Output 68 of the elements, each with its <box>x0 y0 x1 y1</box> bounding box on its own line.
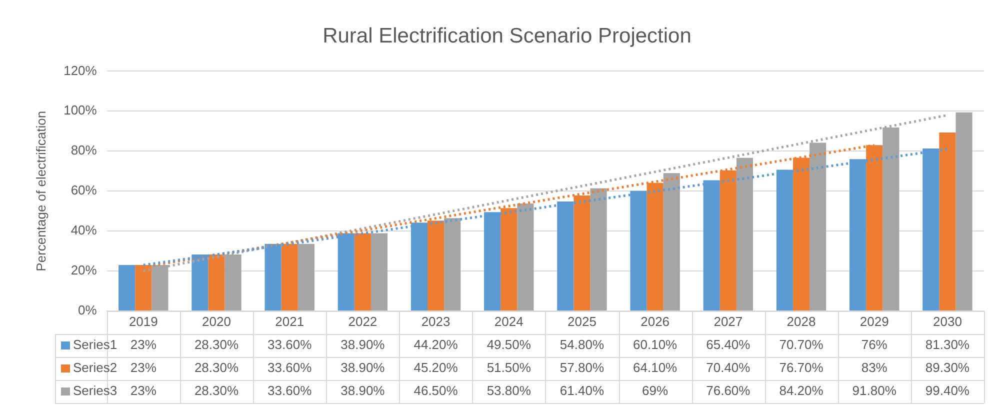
x-tick-label: 2024 <box>494 314 524 330</box>
y-tick-label: 80% <box>70 142 98 158</box>
data-label: 45.20% <box>414 360 458 376</box>
y-tick-label: 0% <box>78 302 98 318</box>
data-label: 28.30% <box>194 360 239 376</box>
data-label: 33.60% <box>268 337 312 352</box>
x-tick-label: 2028 <box>786 314 816 330</box>
data-label: 51.50% <box>486 360 532 376</box>
bar <box>370 233 388 310</box>
x-tick-label: 2030 <box>932 314 962 330</box>
data-label: 28.30% <box>194 383 239 398</box>
bar <box>590 188 607 310</box>
data-label: 60.10% <box>633 337 678 352</box>
x-tick-label: 2021 <box>275 314 304 330</box>
x-tick-label: 2022 <box>348 314 378 330</box>
x-tick-label: 2029 <box>860 314 889 330</box>
data-label: 76.60% <box>706 383 751 398</box>
data-label: 33.60% <box>268 360 312 376</box>
data-label: 65.40% <box>706 337 751 352</box>
data-label: 54.80% <box>560 337 604 352</box>
x-tick-label: 2023 <box>421 314 450 330</box>
data-label: 38.90% <box>340 383 386 398</box>
y-tick-label: 100% <box>64 102 98 118</box>
data-label: 69% <box>642 383 669 398</box>
x-tick-label: 2026 <box>640 314 670 330</box>
data-label: 76% <box>861 337 888 352</box>
bar <box>956 112 972 310</box>
data-label: 99.40% <box>925 383 970 398</box>
data-label: 81.30% <box>925 337 970 352</box>
data-label: 83% <box>861 360 888 376</box>
data-label: 70.40% <box>706 360 751 376</box>
data-label: 84.20% <box>779 383 824 398</box>
data-label: 44.20% <box>414 337 458 352</box>
data-label: 49.50% <box>486 337 532 352</box>
data-label: 23% <box>130 337 157 352</box>
legend-label: Series3 <box>73 383 118 398</box>
data-label: 64.10% <box>633 360 678 376</box>
bar <box>939 132 956 310</box>
bar <box>444 218 461 310</box>
chart-title: Rural Electrification Scenario Projection <box>322 24 692 48</box>
data-label: 91.80% <box>852 383 897 398</box>
bar <box>298 244 314 310</box>
data-label: 57.80% <box>560 360 604 376</box>
x-tick-label: 2019 <box>128 314 158 330</box>
data-label: 23% <box>130 383 157 398</box>
y-tick-label: 20% <box>70 262 98 278</box>
data-label: 70.70% <box>779 337 824 352</box>
y-tick-label: 40% <box>70 222 98 238</box>
data-label: 23% <box>130 360 157 376</box>
y-tick-label: 60% <box>70 182 98 198</box>
data-label: 89.30% <box>925 360 970 376</box>
legend-label: Series2 <box>73 360 118 376</box>
bar <box>118 265 136 310</box>
data-label: 38.90% <box>340 337 386 352</box>
data-label: 38.90% <box>340 360 386 376</box>
data-label: 33.60% <box>268 383 312 398</box>
data-label: 46.50% <box>414 383 458 398</box>
y-axis-title: Percentage of electrification <box>33 110 48 272</box>
x-tick-label: 2027 <box>714 314 743 330</box>
data-label: 28.30% <box>194 337 239 352</box>
bar <box>517 203 534 310</box>
legend-label: Series1 <box>73 337 118 352</box>
y-tick-label: 120% <box>64 62 98 78</box>
data-label: 61.40% <box>560 383 604 398</box>
data-label: 53.80% <box>486 383 532 398</box>
data-label: 76.70% <box>779 360 824 376</box>
x-tick-label: 2020 <box>202 314 231 330</box>
x-tick-label: 2025 <box>568 314 596 330</box>
